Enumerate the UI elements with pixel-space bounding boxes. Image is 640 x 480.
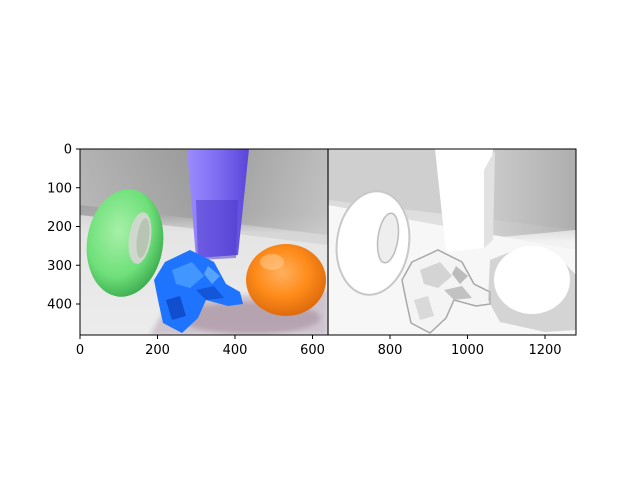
x-tick-label: 0 [76,343,84,358]
axis-ticks: 0 200 400 600 800 1000 1200 0 100 200 300 400 [47,143,561,359]
axes-frame [79,148,577,336]
blue-crumpled-object [154,250,243,333]
x-tick-label: 800 [378,343,403,358]
depth-crumpled-object [401,249,491,334]
x-tick-label: 400 [223,343,248,358]
y-tick-label: 200 [47,220,72,235]
depth-column [435,149,495,252]
x-tick-label: 600 [300,343,325,358]
depth-sphere [488,246,576,332]
depth-map-panel [328,149,576,335]
y-tick-label: 0 [64,143,72,158]
rgb-render-panel [80,149,328,335]
x-tick-label: 1200 [528,343,561,358]
purple-column [187,149,249,260]
depth-torus [335,190,411,296]
green-torus [86,189,164,297]
x-tick-label: 200 [145,343,170,358]
orange-sphere [246,244,326,316]
x-tick-label: 1000 [451,343,484,358]
y-tick-label: 400 [47,298,72,313]
y-tick-label: 100 [47,181,72,196]
y-tick-label: 300 [47,259,72,274]
